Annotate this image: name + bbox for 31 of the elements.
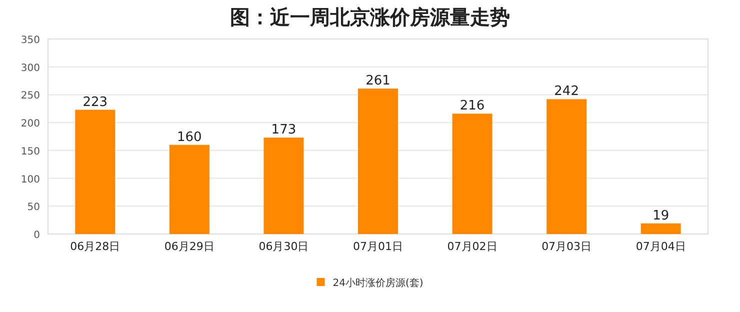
data-label: 160 <box>177 130 202 145</box>
y-tick-label: 250 <box>20 90 40 102</box>
y-tick-label: 300 <box>20 62 40 74</box>
x-tick-label: 07月03日 <box>542 240 592 253</box>
bar <box>75 110 116 234</box>
data-label: 19 <box>652 208 670 224</box>
data-label: 223 <box>82 94 108 110</box>
x-tick-label: 07月01日 <box>353 240 403 253</box>
bar <box>358 88 398 234</box>
data-label: 173 <box>271 122 296 138</box>
x-tick-label: 06月30日 <box>258 240 309 253</box>
x-tick-label: 07月04日 <box>636 240 686 253</box>
x-tick-label: 06月29日 <box>164 240 214 253</box>
bar <box>169 144 210 234</box>
x-tick-label: 07月02日 <box>447 240 498 253</box>
x-tick-label: 06月28日 <box>70 240 120 253</box>
data-label: 242 <box>554 84 579 100</box>
y-tick-label: 350 <box>20 35 40 46</box>
y-tick-label: 0 <box>34 230 40 241</box>
data-label: 261 <box>366 74 390 89</box>
y-tick-label: 50 <box>27 202 40 214</box>
y-tick-label: 100 <box>20 174 40 186</box>
y-tick-label: 150 <box>20 146 40 158</box>
bar <box>640 223 681 234</box>
legend-label: 24小时涨价房源(套) <box>332 277 424 289</box>
y-tick-label: 200 <box>20 118 40 130</box>
data-label: 216 <box>460 98 485 114</box>
chart-title: 图：近一周北京涨价房源量走势 <box>230 5 510 29</box>
bar <box>264 138 304 234</box>
bar <box>546 99 587 234</box>
bar <box>452 114 492 234</box>
